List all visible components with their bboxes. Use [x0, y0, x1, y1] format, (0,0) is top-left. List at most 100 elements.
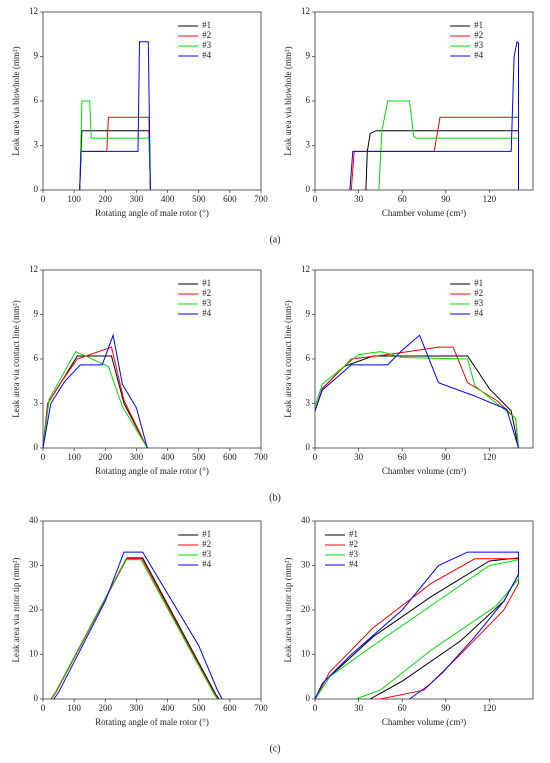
y-tick-label: 3: [306, 398, 311, 408]
y-tick-label: 9: [34, 51, 39, 61]
series-line: [42, 350, 148, 449]
series-line: [314, 557, 519, 700]
y-tick-label: 6: [306, 95, 311, 105]
y-tick-label: 3: [34, 398, 39, 408]
legend-label: #1: [474, 20, 483, 30]
legend-label: #2: [202, 288, 211, 298]
x-tick-label: 30: [354, 703, 364, 713]
x-tick-label: 300: [130, 194, 144, 204]
x-tick-label: 100: [67, 452, 81, 462]
y-tick-label: 6: [306, 353, 311, 363]
y-axis-label: Leak area via contact line (mm²): [283, 300, 293, 417]
panel-label: (c): [269, 743, 280, 754]
x-tick-label: 90: [441, 703, 451, 713]
panel-label: (a): [269, 234, 280, 245]
x-tick-label: 200: [99, 194, 113, 204]
legend-label: #1: [202, 20, 211, 30]
x-axis-label: Chamber volume (cm³): [382, 208, 466, 218]
y-tick-label: 0: [34, 693, 39, 703]
series-line: [349, 40, 519, 191]
legend-label: #3: [474, 298, 484, 308]
x-tick-label: 300: [130, 703, 144, 713]
series-line: [314, 559, 519, 700]
y-tick-label: 30: [29, 560, 39, 570]
x-tick-label: 0: [41, 194, 46, 204]
x-tick-label: 400: [161, 194, 175, 204]
series-line: [314, 558, 519, 700]
x-tick-label: 30: [354, 194, 364, 204]
x-tick-label: 60: [398, 452, 408, 462]
y-tick-label: 0: [306, 693, 311, 703]
x-axis-label: Rotating angle of male rotor (°): [95, 208, 209, 218]
y-tick-label: 0: [306, 184, 311, 194]
legend-label: #1: [349, 529, 358, 539]
series-line: [42, 346, 148, 449]
plot-frame: [314, 11, 534, 191]
y-tick-label: 20: [301, 604, 311, 614]
y-tick-label: 20: [29, 604, 39, 614]
x-tick-label: 120: [483, 452, 497, 462]
x-tick-label: 0: [313, 194, 318, 204]
series-line: [50, 557, 220, 700]
panel-label: (b): [269, 492, 281, 503]
x-tick-label: 120: [483, 194, 497, 204]
x-tick-label: 500: [192, 194, 206, 204]
legend-label: #2: [202, 30, 211, 40]
series-line: [314, 334, 519, 449]
y-axis-label: Leak area via rotor tip (mm²): [11, 558, 21, 663]
legend-label: #4: [202, 308, 212, 318]
x-tick-label: 200: [99, 703, 113, 713]
x-tick-label: 30: [354, 452, 364, 462]
legend-label: #4: [474, 308, 484, 318]
x-tick-label: 0: [313, 703, 318, 713]
y-tick-label: 12: [301, 264, 310, 274]
legend-label: #1: [202, 529, 211, 539]
plot-frame: [314, 269, 534, 449]
series-line: [79, 130, 151, 191]
series-line: [314, 551, 519, 700]
y-tick-label: 10: [301, 649, 311, 659]
y-tick-label: 6: [34, 353, 39, 363]
y-axis-label: Leak area via contact line (mm²): [11, 300, 21, 417]
y-tick-label: 12: [301, 6, 310, 16]
legend-label: #4: [202, 50, 212, 60]
legend-label: #4: [202, 559, 212, 569]
legend-label: #1: [202, 278, 211, 288]
y-axis-label: Leak area via blowhole (mm²): [11, 46, 21, 155]
x-tick-label: 60: [398, 703, 408, 713]
x-tick-label: 700: [254, 452, 268, 462]
y-tick-label: 0: [306, 442, 311, 452]
x-tick-label: 700: [254, 703, 268, 713]
legend-label: #4: [349, 559, 359, 569]
plot-frame: [42, 11, 262, 191]
series-line: [42, 355, 148, 449]
y-axis-label: Leak area via blowhole (mm²): [283, 46, 293, 155]
y-tick-label: 30: [301, 560, 311, 570]
y-tick-label: 12: [29, 6, 38, 16]
y-tick-label: 40: [301, 515, 311, 525]
x-tick-label: 100: [67, 703, 81, 713]
legend-label: #3: [474, 40, 484, 50]
x-axis-label: Rotating angle of male rotor (°): [95, 717, 209, 727]
x-tick-label: 600: [223, 703, 237, 713]
x-axis-label: Chamber volume (cm³): [382, 466, 466, 476]
series-line: [378, 100, 519, 191]
x-tick-label: 200: [99, 452, 113, 462]
series-line: [314, 351, 519, 449]
legend-label: #2: [349, 539, 358, 549]
series-line: [50, 559, 218, 700]
x-tick-label: 700: [254, 194, 268, 204]
legend-label: #2: [474, 288, 483, 298]
x-tick-label: 500: [192, 703, 206, 713]
y-axis-label: Leak area via rotor tip (mm²): [283, 558, 293, 663]
x-tick-label: 0: [41, 703, 46, 713]
x-tick-label: 90: [441, 194, 451, 204]
legend-label: #3: [202, 549, 212, 559]
series-line: [314, 346, 519, 449]
x-axis-label: Rotating angle of male rotor (°): [95, 466, 209, 476]
y-tick-label: 10: [29, 649, 39, 659]
legend-label: #1: [474, 278, 483, 288]
legend-label: #3: [202, 298, 212, 308]
series-line: [365, 130, 519, 191]
y-tick-label: 9: [34, 309, 39, 319]
